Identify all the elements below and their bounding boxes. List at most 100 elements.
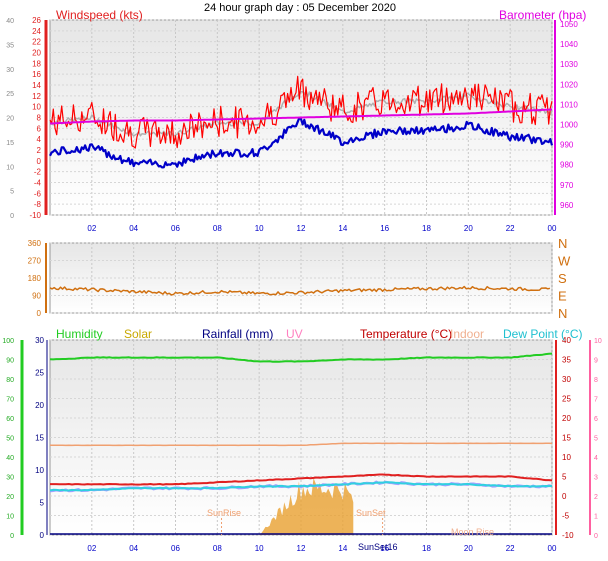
temp-tick: 5 <box>562 473 567 482</box>
compass-label: E <box>558 289 567 304</box>
x-tick-label-bottom: 04 <box>129 544 138 553</box>
uv-tick: 9 <box>594 358 598 365</box>
temp-tick: -10 <box>562 531 574 540</box>
temperature-line <box>50 473 553 486</box>
wind-left-tick: 12 <box>32 92 41 101</box>
x-tick-label-top: 10 <box>255 224 264 233</box>
x-tick-label-bottom: 18 <box>422 544 431 553</box>
temperature-label: Temperature (°C) <box>360 327 452 341</box>
humidity-tick: 10 <box>6 514 14 521</box>
temp-tick: 0 <box>562 492 567 501</box>
x-tick-label-top: 12 <box>297 224 306 233</box>
x-tick-label-top: 04 <box>129 224 138 233</box>
direction-tick: 360 <box>28 239 42 248</box>
humidity-tick: 60 <box>6 416 14 423</box>
uv-tick: 1 <box>594 514 598 521</box>
wind-left-tick: 20 <box>32 49 41 58</box>
humidity-tick: 30 <box>6 475 14 482</box>
barometer-tick: 1050 <box>560 20 578 29</box>
uv-tick: 0 <box>594 533 598 540</box>
temp-tick: 25 <box>562 395 571 404</box>
wind-left-tick: -6 <box>34 189 42 198</box>
wind-small-tick: 10 <box>6 164 14 171</box>
wind-left-tick: 22 <box>32 38 41 47</box>
temp-tick: 40 <box>562 336 571 345</box>
humidity-tick: 100 <box>2 338 14 345</box>
series-lines <box>49 75 554 535</box>
barometer-tick: 980 <box>560 161 574 170</box>
compass-label: S <box>558 271 567 286</box>
humidity-tick: 70 <box>6 397 14 404</box>
x-tick-label-top: 20 <box>464 224 473 233</box>
wind-left-tick: -10 <box>29 211 41 220</box>
rain-tick: 20 <box>35 401 44 410</box>
humidity-tick: 0 <box>10 533 14 540</box>
wind-left-tick: -8 <box>34 200 42 209</box>
temp-tick: 30 <box>562 375 571 384</box>
grid-lines <box>50 19 553 536</box>
direction-tick: 180 <box>28 274 42 283</box>
sunset16-annotation: SunSet16 <box>358 542 398 552</box>
wind-left-tick: 4 <box>37 135 42 144</box>
uv-tick: 4 <box>594 455 598 462</box>
x-tick-label-bottom: 06 <box>171 544 180 553</box>
barometer-tick: 970 <box>560 181 574 190</box>
sunset-annotation: SunSet <box>356 508 386 518</box>
windspeed-label: Windspeed (kts) <box>56 8 143 22</box>
indoor-temp-line <box>49 442 553 447</box>
wind-left-tick: 14 <box>32 81 41 90</box>
barometer-label: Barometer (hpa) <box>499 8 586 22</box>
dewpoint-line <box>49 481 553 492</box>
wind-small-tick: 5 <box>10 189 14 196</box>
wind-left-tick: 0 <box>37 157 42 166</box>
wind-small-tick: 40 <box>6 18 14 25</box>
sunrise-annotation: SunRise <box>207 508 241 518</box>
wind-small-tick: 35 <box>6 42 14 49</box>
wind-left-tick: 2 <box>37 146 42 155</box>
x-tick-label-top: 18 <box>422 224 431 233</box>
wind-small-tick: 20 <box>6 116 14 123</box>
rain-tick: 30 <box>35 336 44 345</box>
wind-left-tick: -4 <box>34 179 42 188</box>
rain-tick: 5 <box>40 499 45 508</box>
rain-tick: 10 <box>35 466 44 475</box>
wind-left-tick: -2 <box>34 168 42 177</box>
x-tick-label-top: 02 <box>87 224 96 233</box>
wind-small-tick: 15 <box>6 140 14 147</box>
humidity-tick: 90 <box>6 358 14 365</box>
uv-label: UV <box>286 327 303 341</box>
barometer-tick: 1010 <box>560 100 578 109</box>
humidity-line <box>49 352 553 363</box>
wind-gust-trend-line <box>49 90 553 137</box>
humidity-label: Humidity <box>56 327 103 341</box>
x-tick-label-top: 22 <box>506 224 515 233</box>
direction-panel <box>49 242 553 314</box>
chart-title: 24 hour graph day : 05 December 2020 <box>204 2 396 14</box>
uv-tick: 8 <box>594 377 598 384</box>
wind-direction-line <box>49 285 551 296</box>
uv-tick: 10 <box>594 338 602 345</box>
uv-tick: 3 <box>594 475 598 482</box>
uv-tick: 7 <box>594 397 598 404</box>
x-tick-label-top: 16 <box>380 224 389 233</box>
moonrise-annotation: Moon Rise <box>451 527 494 537</box>
x-tick-label-bottom: 14 <box>338 544 347 553</box>
wind-left-tick: 26 <box>32 16 41 25</box>
barometer-tick: 990 <box>560 141 574 150</box>
wind-small-tick: 30 <box>6 67 14 74</box>
rain-tick: 25 <box>35 369 44 378</box>
wind-left-tick: 8 <box>37 114 42 123</box>
barometer-tick: 1000 <box>560 121 578 130</box>
direction-tick: 0 <box>37 309 42 318</box>
solar-area <box>259 478 354 535</box>
x-tick-label-top: 00 <box>548 224 557 233</box>
barometer-tick: 960 <box>560 201 574 210</box>
x-tick-label-bottom: 08 <box>213 544 222 553</box>
x-tick-label-bottom: 00 <box>548 544 557 553</box>
windspeed-avg-line <box>49 116 554 169</box>
rainfall-label: Rainfall (mm) <box>202 327 273 341</box>
indoor-label: Indoor <box>450 327 484 341</box>
uv-tick: 6 <box>594 416 598 423</box>
x-tick-label-bottom: 12 <box>297 544 306 553</box>
